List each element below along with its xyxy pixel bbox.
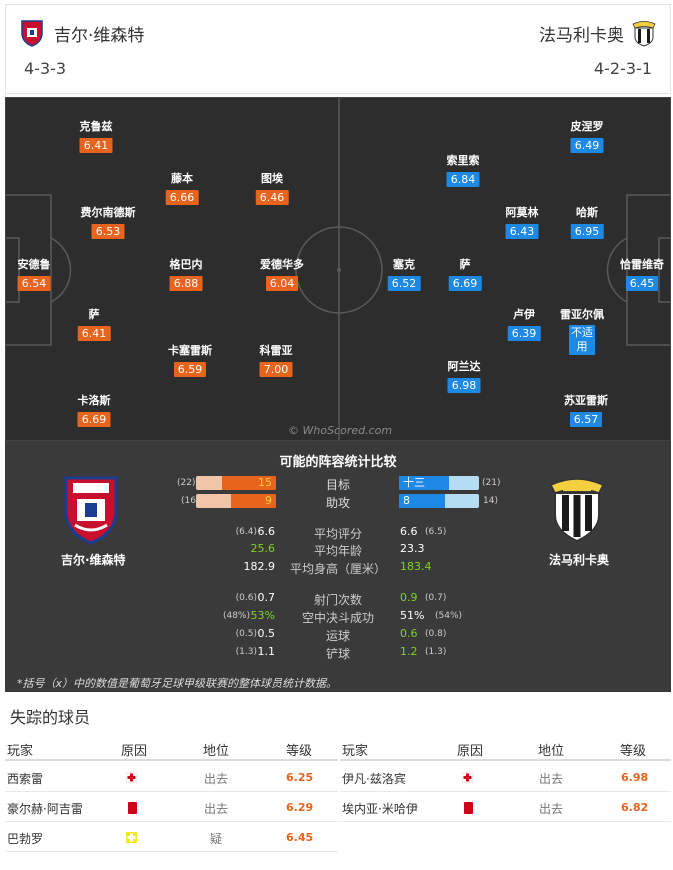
away-team-name: 法马利卡奥 [549,553,610,567]
home-formation: 4-3-3 [24,59,67,78]
home-team-name: 吉尔·维森特 [54,25,145,46]
table-row[interactable]: 伊凡·兹洛宾 出去 6.98 [340,763,671,792]
stats-footnote: *括号（x）中的数值是葡萄牙足球甲级联赛的整体球员统计数据。 [17,677,338,690]
away-player[interactable]: 哈斯 6.95 [570,204,604,239]
table-row[interactable]: 巴勃罗 疑 6.45 [5,823,338,852]
away-player[interactable]: 塞克 6.52 [387,256,421,291]
home-team-header[interactable]: 吉尔·维森特 [20,19,144,47]
away-player[interactable]: 阿莫林 6.43 [505,206,539,239]
home-player[interactable]: 克鲁兹 6.41 [79,120,113,153]
home-player[interactable]: 图埃 6.46 [255,170,289,205]
stat-row: (48%) 53% 空中决斗成功 51% (54%) [222,609,463,625]
home-player[interactable]: 藤本 6.66 [165,170,199,205]
table-row[interactable]: 西索雷 出去 6.25 [5,763,338,792]
home-player[interactable]: 卡洛斯 6.69 [77,394,111,427]
pitch-markings [6,98,670,440]
stat-row: (1.3) 1.1 铲球 1.2 (1.3) [235,645,447,661]
away-team-name: 法马利卡奥 [539,25,624,46]
away-assists-bar: 8 [399,494,479,508]
home-goals-bar: 15 [196,476,276,490]
stats-title: 可能的阵容统计比较 [279,455,397,470]
away-player[interactable]: 萨 6.69 [448,256,482,291]
missing-players-title: 失踪的球员 [10,708,91,727]
home-player[interactable]: 爱德华多 6.04 [260,258,304,291]
away-player[interactable]: 恰雷维奇 6.45 [620,258,664,291]
home-player[interactable]: 卡塞雷斯 6.59 [168,344,212,377]
home-team-name: 吉尔·维森特 [61,553,126,567]
injury-icon [462,772,473,783]
stat-bar-goals: (22) 15 目标 十三 (21) [177,476,501,492]
home-player[interactable]: 安德鲁 6.54 [17,258,51,291]
stat-bar-assists: (16 9 助攻 8 14) [181,494,498,510]
away-player[interactable]: 卢伊 6.39 [507,306,541,341]
match-header: 吉尔·维森特 4-3-3 法马利卡奥 4-2-3-1 [5,4,671,94]
home-assists-bar: 9 [196,494,276,508]
stat-row: 182.9 平均身高（厘米） 183.4 [243,560,432,576]
stat-row: 25.6 平均年龄 23.3 [250,542,425,558]
away-crest-icon [549,478,605,543]
away-team-header[interactable]: 法马利卡奥 [539,19,656,47]
away-formation: 4-2-3-1 [593,59,652,78]
stat-row: (0.6) 0.7 射门次数 0.9 (0.7) [235,591,447,607]
red-card-icon [464,802,473,814]
home-crest-icon [21,20,43,47]
table-row[interactable]: 埃内亚·米哈伊 出去 6.82 [340,793,671,822]
lineup-stats-comparison: 可能的阵容统计比较 吉尔·维森特 法马利卡奥 (22) 15 目标 十三 (21… [5,441,671,692]
home-player[interactable]: 科雷亚 7.00 [259,344,293,377]
table-header: 玩家 原因 地位 等级 [340,733,671,761]
stat-row: (0.5) 0.5 运球 0.6 (0.8) [235,627,447,643]
away-goals-bar: 十三 [399,476,479,490]
table-row[interactable]: 豪尔赫·阿吉雷 出去 6.29 [5,793,338,822]
red-card-icon [128,802,137,814]
away-crest-icon [632,21,656,47]
doubtful-icon [126,832,137,843]
away-player[interactable]: 苏亚雷斯 6.57 [564,394,608,427]
lineup-pitch: 克鲁兹 6.41 费尔南德斯 6.53 安德鲁 6.54 萨 6.41 卡洛斯 6.69 … [5,97,671,441]
away-player[interactable]: 雷亚尔佩 不适用 [560,308,604,355]
home-player[interactable]: 费尔南德斯 6.53 [80,206,136,239]
stat-row: (6.4) 6.6 平均评分 6.6 (6.5) [235,525,447,541]
away-player[interactable]: 索里索 6.84 [446,154,480,187]
home-player[interactable]: 格巴内 6.88 [169,258,203,291]
watermark: © WhoScored.com [288,424,393,437]
home-crest-icon [64,476,118,545]
injury-icon [126,772,137,783]
away-player[interactable]: 皮涅罗 6.49 [570,120,604,153]
away-player[interactable]: 阿兰达 6.98 [447,360,481,393]
home-player[interactable]: 萨 6.41 [77,306,111,341]
table-header: 玩家 原因 地位 等级 [5,733,338,761]
